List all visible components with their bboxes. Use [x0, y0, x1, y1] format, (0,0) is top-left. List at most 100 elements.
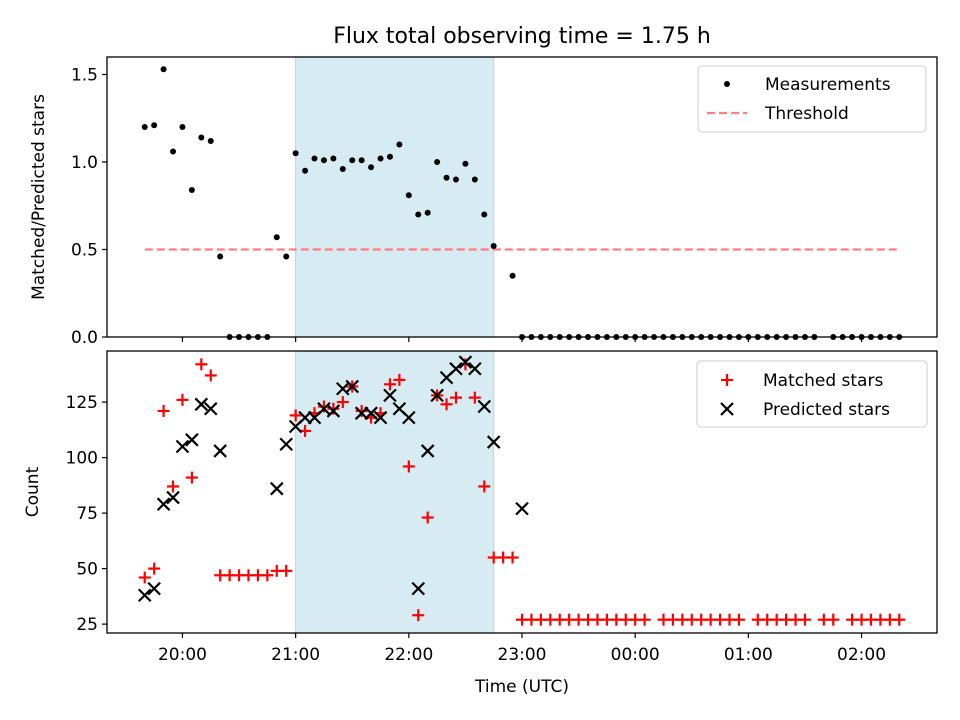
matched-star-point	[336, 396, 349, 409]
measurement-point	[320, 157, 327, 164]
measurement-point	[452, 176, 459, 183]
predicted-star-point	[213, 444, 227, 458]
measurement-point	[471, 176, 478, 183]
top-axes-frame	[106, 56, 938, 338]
predicted-star-point	[430, 388, 444, 403]
predicted-star-point	[175, 439, 190, 454]
matched-star-point	[393, 373, 406, 386]
matched-star-point	[185, 471, 198, 484]
measurement-point	[358, 157, 365, 164]
measurement-point	[490, 243, 497, 249]
measurement-point	[311, 155, 318, 162]
measurement-point	[405, 192, 412, 199]
observing-window-highlight	[295, 56, 495, 338]
predicted-star-point	[468, 361, 482, 376]
count-panel: 25 50 75 100 125 20:00 21:00 22:00 23:00 00:00 01…	[23, 350, 938, 697]
predicted-star-point	[373, 410, 388, 425]
observing-window-highlight-bottom	[295, 350, 495, 634]
matched-star-point	[383, 378, 396, 391]
predicted-star-point	[203, 401, 218, 416]
matched-star-point	[176, 393, 189, 406]
matched-star-point	[355, 404, 368, 417]
matched-star-point	[827, 613, 840, 626]
y-tick-label: 0.0	[71, 328, 98, 348]
predicted-star-point	[269, 481, 284, 496]
top-y-axis-label: Matched/Predicted stars	[29, 94, 49, 300]
x-tick-label: 22:00	[384, 645, 433, 665]
measurement-point	[386, 153, 393, 160]
legend-matched-label: Matched stars	[763, 371, 883, 391]
measurement-point	[141, 124, 148, 130]
predicted-star-point	[364, 406, 378, 420]
measurement-point	[509, 272, 516, 279]
measurement-point	[151, 122, 158, 129]
matched-star-point	[638, 613, 651, 626]
measurement-point	[415, 211, 422, 218]
predicted-star-point	[156, 497, 171, 511]
legend-predicted-marker	[720, 402, 734, 416]
measurement-point	[302, 167, 309, 174]
matched-star-point	[506, 551, 519, 564]
matched-star-point	[421, 511, 434, 524]
matched-star-point	[289, 409, 302, 422]
measurement-point	[160, 66, 167, 73]
legend-measurement-marker	[724, 81, 730, 87]
measurement-point	[198, 134, 205, 141]
top-x-ticks	[181, 337, 863, 342]
predicted-star-point	[477, 399, 492, 414]
predicted-star-point	[411, 581, 426, 596]
predicted-star-point	[449, 361, 463, 376]
top-legend-box	[697, 65, 927, 133]
predicted-star-point	[486, 435, 501, 449]
measurement-point	[188, 187, 195, 193]
legend-threshold-label: Threshold	[764, 104, 849, 124]
legend-measurements-label: Measurements	[765, 75, 891, 95]
predicted-star-point	[326, 404, 341, 418]
measurement-point	[292, 150, 299, 157]
x-tick-label: 21:00	[271, 645, 320, 665]
bottom-legend-box	[696, 360, 928, 428]
y-tick-label: 125	[66, 393, 98, 413]
matched-star-point	[138, 571, 151, 584]
predicted-star-point	[166, 490, 180, 505]
bottom-axes-frame	[106, 350, 938, 634]
predicted-star-point	[458, 355, 473, 369]
measurement-point	[424, 209, 431, 216]
matched-star-point	[468, 391, 481, 404]
measurement-point	[349, 157, 356, 164]
legend-predicted-label: Predicted stars	[763, 400, 890, 420]
measurement-point	[481, 211, 488, 218]
y-tick-label: 50	[76, 560, 98, 580]
matched-star-point	[261, 569, 274, 582]
matched-star-point	[893, 613, 906, 626]
matched-star-point	[732, 613, 745, 626]
measurement-point	[330, 155, 337, 162]
measurement-point	[170, 148, 177, 155]
predicted-star-point	[383, 388, 397, 403]
x-tick-label: 00:00	[611, 645, 660, 665]
predicted-star-point	[279, 437, 293, 452]
y-tick-label: 75	[76, 504, 98, 524]
x-tick-label: 02:00	[837, 645, 886, 665]
matched-star-point	[327, 402, 340, 415]
predicted-star-point	[420, 444, 435, 458]
predicted-star-point	[137, 588, 152, 603]
matched-star-point	[167, 480, 180, 493]
bottom-legend: Matched stars Predicted stars	[696, 360, 928, 428]
x-tick-label: 01:00	[724, 645, 773, 665]
y-tick-label: 1.5	[71, 66, 98, 86]
bottom-y-ticks: 25 50 75 100 125	[66, 393, 107, 635]
x-tick-label: 20:00	[158, 645, 207, 665]
measurement-point	[217, 253, 224, 260]
measurement-point	[207, 138, 214, 144]
x-axis-label: Time (UTC)	[474, 677, 569, 697]
measurement-point	[462, 160, 469, 167]
matched-star-point	[412, 609, 425, 622]
y-tick-label: 100	[66, 449, 98, 469]
y-tick-label: 25	[76, 615, 98, 635]
top-legend: Measurements Threshold	[697, 65, 927, 133]
matched-star-point	[478, 480, 491, 493]
matched-star-point	[402, 460, 415, 473]
predicted-star-point	[147, 581, 161, 596]
